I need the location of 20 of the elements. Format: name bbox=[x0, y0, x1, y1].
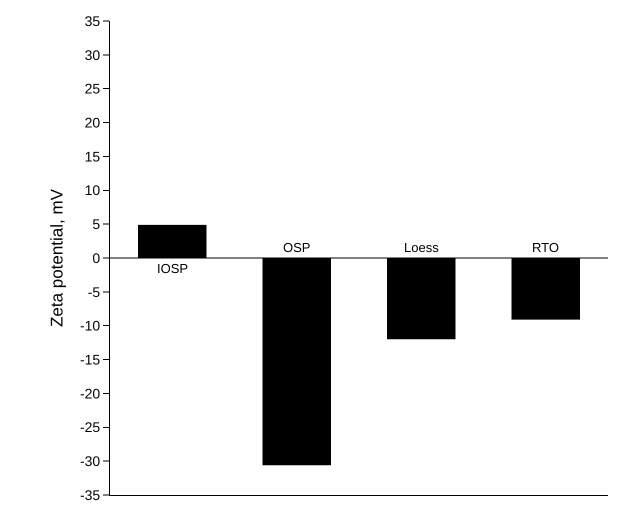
y-tick-label: 15 bbox=[84, 148, 100, 164]
y-tick-label: -25 bbox=[80, 419, 100, 436]
y-tick-label: 25 bbox=[84, 80, 100, 97]
x-tick-label: IOSP bbox=[157, 261, 188, 276]
y-tick-label: -30 bbox=[80, 453, 100, 470]
x-tick-label: OSP bbox=[283, 240, 310, 255]
y-tick-label: 10 bbox=[84, 182, 100, 198]
x-tick-label: RTO bbox=[532, 240, 559, 255]
y-tick-label: -35 bbox=[80, 486, 100, 503]
y-tick-label: 30 bbox=[84, 46, 100, 63]
y-tick-label: -5 bbox=[88, 284, 100, 300]
y-tick-label: 0 bbox=[92, 250, 100, 266]
y-tick-label: 35 bbox=[84, 12, 100, 29]
y-tick-label: -20 bbox=[80, 385, 100, 402]
y-axis-title: Zeta potential, mV bbox=[48, 188, 67, 327]
x-tick-label: Loess bbox=[404, 240, 440, 255]
y-tick-label: -15 bbox=[80, 351, 100, 368]
y-tick-label: 5 bbox=[92, 216, 100, 232]
y-tick-label: -10 bbox=[80, 318, 100, 334]
y-tick-label: 20 bbox=[84, 114, 100, 130]
